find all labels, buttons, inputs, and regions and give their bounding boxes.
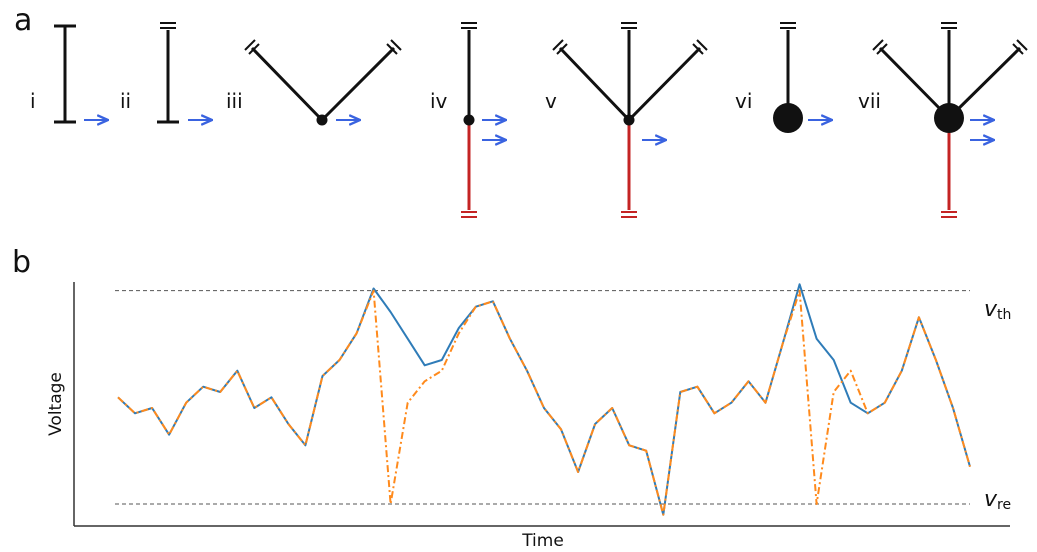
model-i-numeral: i (30, 89, 36, 113)
model-iv-numeral: iv (430, 89, 448, 113)
open-end (1012, 43, 1024, 55)
neuron-model-v: v (545, 22, 708, 218)
soma-node (316, 114, 328, 126)
threshold-subscript: th (997, 307, 1011, 323)
soma-node (463, 114, 475, 126)
neuron-model-i: i (30, 24, 108, 122)
neuron-model-ii: ii (120, 22, 212, 122)
soma (934, 103, 964, 133)
open-end (248, 43, 260, 55)
model-iii-numeral: iii (226, 89, 243, 113)
dendrite-branch (558, 46, 631, 122)
soma-node (623, 114, 635, 126)
open-end (696, 39, 708, 51)
model-v-numeral: v (545, 89, 557, 113)
reset-symbol: v (984, 487, 998, 512)
open-end (556, 43, 568, 55)
voltage-plot: Time Voltage vth vre (46, 282, 1011, 551)
open-end (244, 39, 256, 51)
neuron-model-vii: vii (858, 22, 1028, 218)
dendrite-branch (878, 46, 951, 120)
y-axis-label: Voltage (46, 372, 66, 436)
threshold-symbol: v (984, 297, 998, 322)
reset-subscript: re (997, 497, 1011, 513)
neuron-model-iv: iv (430, 22, 506, 218)
voltage-trace-full (117, 283, 971, 516)
voltage-trace-reduced (117, 289, 971, 516)
open-end (552, 39, 564, 51)
reset-label: vre (984, 487, 1011, 513)
open-end (1016, 39, 1028, 51)
neuron-model-iii: iii (226, 39, 402, 126)
x-axis-label: Time (521, 531, 564, 551)
open-end (876, 43, 888, 55)
open-end (390, 39, 402, 51)
threshold-label: vth (984, 297, 1011, 323)
model-vi-numeral: vi (735, 89, 752, 113)
open-end (692, 43, 704, 55)
model-vii-numeral: vii (858, 89, 881, 113)
panel-b-label: b (12, 245, 31, 280)
soma (773, 103, 803, 133)
dendrite-branch (947, 46, 1022, 120)
open-end (386, 43, 398, 55)
open-end (872, 39, 884, 51)
dendrite-branch (320, 46, 396, 122)
model-ii-numeral: ii (120, 89, 131, 113)
neuron-model-vi: vi (735, 22, 832, 133)
dendrite-branch (250, 46, 324, 122)
dendrite-branch (627, 46, 702, 122)
panel-a-label: a (14, 3, 32, 38)
series-layer (117, 283, 971, 516)
